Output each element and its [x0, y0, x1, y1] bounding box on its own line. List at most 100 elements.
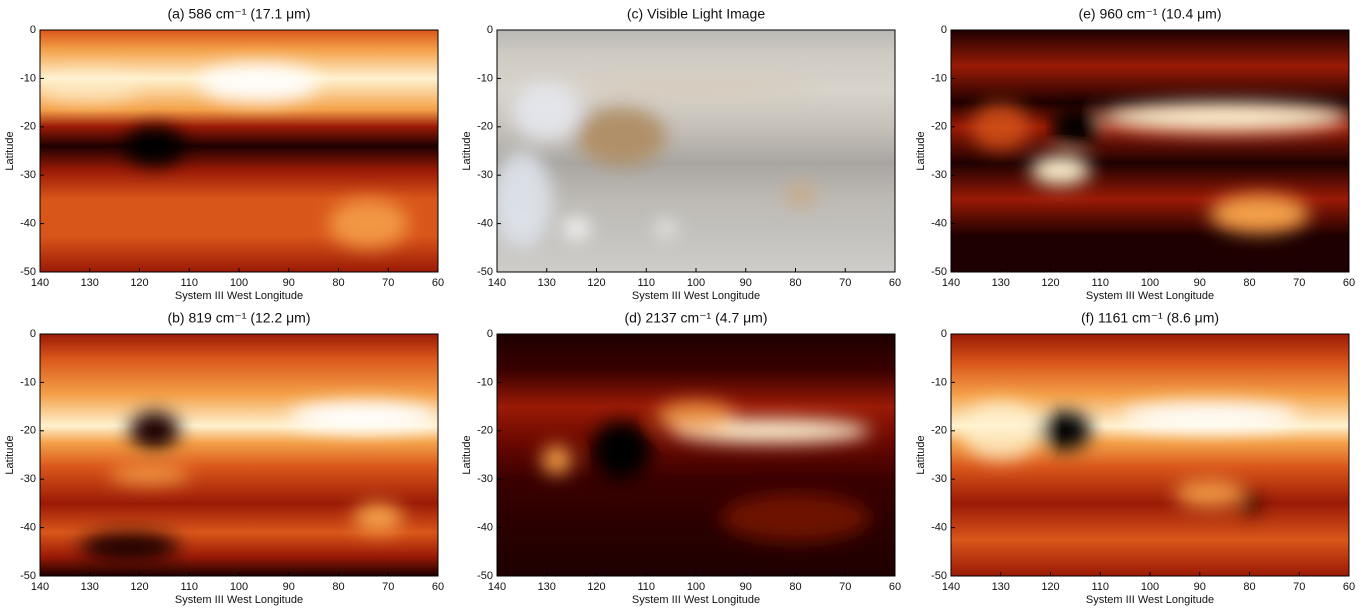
panel-title: (a) 586 cm⁻¹ (17.1 μm): [167, 6, 310, 22]
x-tick-label: 70: [382, 581, 394, 593]
x-tick-label: 120: [1041, 277, 1059, 289]
x-tick-label: 120: [587, 277, 605, 289]
x-axis-label: System III West Longitude: [632, 594, 760, 606]
y-axis-label: Latitude: [461, 131, 473, 170]
x-tick-label: 80: [789, 277, 801, 289]
y-tick-label: 0: [941, 328, 947, 340]
heatmap-image: [951, 30, 1349, 272]
x-tick-label: 70: [1293, 277, 1305, 289]
panel-title: (d) 2137 cm⁻¹ (4.7 μm): [624, 310, 767, 326]
y-tick-label: -30: [477, 169, 493, 181]
y-tick-label: -10: [20, 72, 36, 84]
image-feature: [1100, 102, 1349, 132]
x-tick-label: 80: [332, 277, 344, 289]
y-tick-label: -20: [477, 425, 493, 437]
y-tick-label: -30: [931, 169, 947, 181]
heatmap-image: [497, 334, 895, 576]
image-background: [497, 30, 895, 272]
x-tick-label: 100: [230, 581, 248, 593]
y-tick-label: -30: [20, 169, 36, 181]
panel-title: (e) 960 cm⁻¹ (10.4 μm): [1078, 6, 1221, 22]
x-tick-label: 70: [1293, 581, 1305, 593]
x-tick-label: 110: [180, 277, 198, 289]
y-tick-label: 0: [487, 24, 493, 36]
y-axis-label: Latitude: [915, 435, 927, 474]
x-tick-label: 60: [1343, 277, 1355, 289]
y-tick-label: -20: [931, 121, 947, 133]
panel: (f) 1161 cm⁻¹ (8.6 μm) 140 130 120 110 100 90 8…: [915, 310, 1355, 606]
image-features: [40, 63, 409, 248]
x-tick-label: 140: [942, 581, 960, 593]
x-tick-label: 60: [889, 277, 901, 289]
x-axis-label: System III West Longitude: [1086, 594, 1214, 606]
x-axis-label: System III West Longitude: [1086, 290, 1214, 302]
y-tick-label: -40: [477, 522, 493, 534]
x-tick-label: 90: [740, 277, 752, 289]
x-tick-label: 100: [687, 581, 705, 593]
image-background: [951, 30, 1349, 272]
heatmap-image: [497, 30, 895, 272]
x-tick-label: 80: [1243, 277, 1255, 289]
y-tick-label: -50: [477, 570, 493, 582]
x-tick-label: 110: [1091, 277, 1109, 289]
x-tick-label: 130: [538, 581, 556, 593]
x-tick-label: 90: [283, 581, 295, 593]
y-tick-label: -20: [931, 425, 947, 437]
panel-title: (b) 819 cm⁻¹ (12.2 μm): [167, 310, 310, 326]
x-tick-label: 140: [31, 581, 49, 593]
image-feature: [576, 107, 667, 166]
x-tick-label: 140: [488, 581, 506, 593]
x-axis-label: System III West Longitude: [632, 290, 760, 302]
image-feature: [40, 73, 140, 103]
y-tick-label: -30: [20, 473, 36, 485]
image-features: [541, 401, 871, 543]
x-tick-label: 70: [382, 277, 394, 289]
y-axis-label: Latitude: [915, 131, 927, 170]
y-tick-label: -10: [20, 376, 36, 388]
x-tick-label: 110: [637, 277, 655, 289]
x-tick-label: 100: [687, 277, 705, 289]
image-feature: [497, 151, 552, 248]
image-feature: [656, 401, 736, 431]
y-tick-label: -40: [931, 218, 947, 230]
x-tick-label: 140: [488, 277, 506, 289]
image-feature: [960, 401, 1041, 460]
x-tick-label: 140: [31, 277, 49, 289]
image-feature: [288, 401, 438, 431]
x-tick-label: 120: [1041, 581, 1059, 593]
y-tick-label: -40: [931, 522, 947, 534]
image-feature: [129, 411, 180, 451]
image-feature: [1239, 493, 1260, 514]
x-tick-label: 130: [81, 277, 99, 289]
image-feature: [1030, 155, 1091, 185]
y-tick-label: -50: [931, 570, 947, 582]
image-feature: [541, 445, 572, 475]
y-axis-label: Latitude: [4, 131, 16, 170]
image-feature: [79, 532, 180, 562]
image-features: [497, 78, 821, 248]
x-tick-label: 110: [180, 581, 198, 593]
x-tick-label: 90: [283, 277, 295, 289]
y-tick-label: -20: [20, 425, 36, 437]
image-feature: [720, 493, 871, 543]
x-tick-label: 130: [992, 277, 1010, 289]
y-tick-label: -50: [477, 266, 493, 278]
x-tick-label: 90: [1194, 277, 1206, 289]
x-tick-label: 60: [432, 581, 444, 593]
y-tick-label: -40: [20, 522, 36, 534]
image-feature: [1120, 401, 1300, 431]
image-features: [79, 401, 438, 562]
x-tick-label: 130: [538, 277, 556, 289]
x-tick-label: 130: [81, 581, 99, 593]
y-tick-label: 0: [487, 328, 493, 340]
x-tick-label: 60: [889, 581, 901, 593]
y-axis-label: Latitude: [461, 435, 473, 474]
image-features: [960, 401, 1300, 514]
y-tick-label: -30: [931, 473, 947, 485]
panel-title: (c) Visible Light Image: [627, 6, 765, 22]
x-axis-label: System III West Longitude: [175, 594, 303, 606]
image-feature: [328, 199, 409, 248]
y-tick-label: -10: [931, 376, 947, 388]
image-feature: [124, 126, 185, 166]
image-feature: [564, 218, 590, 239]
